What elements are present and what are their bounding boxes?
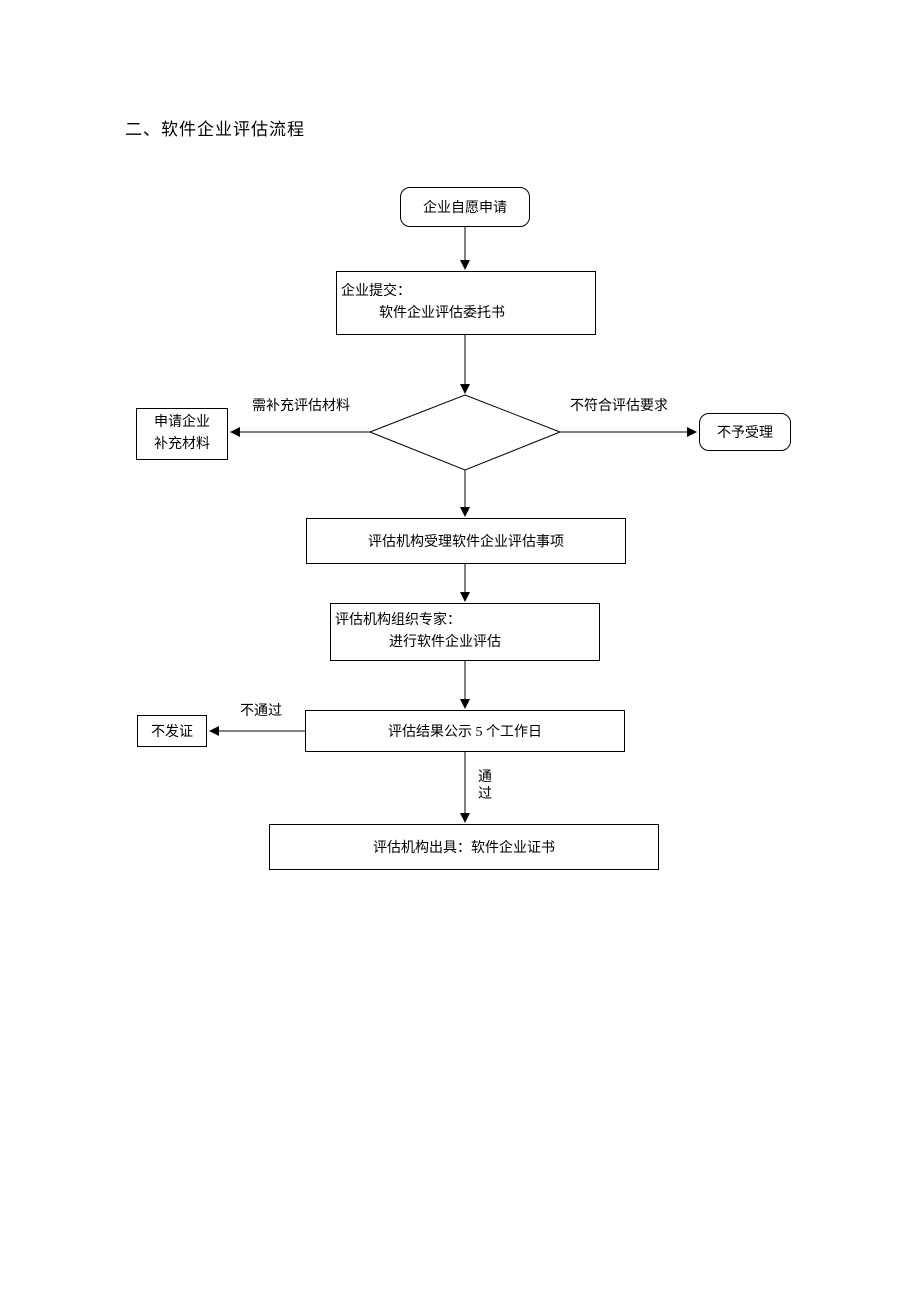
flow-arrows xyxy=(0,0,920,1301)
